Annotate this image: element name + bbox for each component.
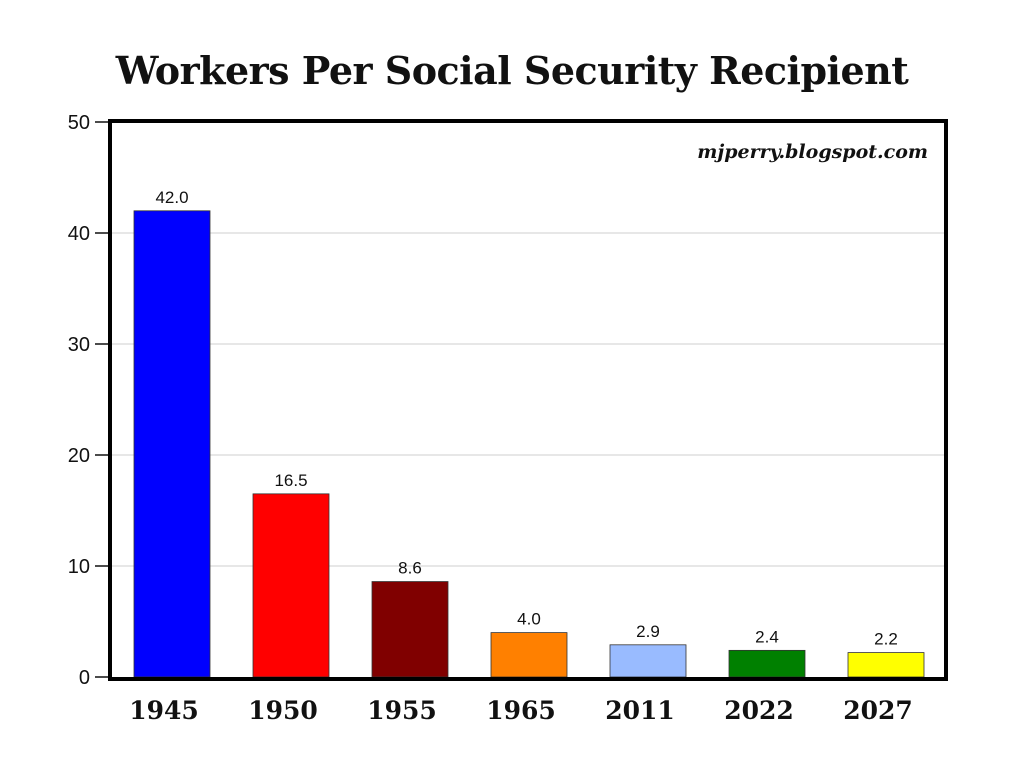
y-tick-label: 50 xyxy=(68,112,90,134)
chart-title: Workers Per Social Security Recipient xyxy=(115,48,909,93)
x-tick-label: 1945 xyxy=(129,696,199,725)
data-label: 16.5 xyxy=(274,471,307,490)
data-label: 42.0 xyxy=(155,188,188,207)
x-tick-label: 1955 xyxy=(367,696,437,725)
x-tick-label: 1965 xyxy=(486,696,556,725)
y-tick-label: 40 xyxy=(68,223,90,245)
x-tick-label: 1950 xyxy=(248,696,318,725)
data-label: 2.9 xyxy=(636,622,660,641)
y-tick-label: 0 xyxy=(79,667,90,689)
plot-frame xyxy=(108,119,948,681)
bar-1965 xyxy=(490,632,568,678)
bar-2027 xyxy=(847,652,925,678)
bar-1950 xyxy=(252,493,330,678)
data-label: 8.6 xyxy=(398,559,422,578)
y-tick-label: 20 xyxy=(68,445,90,467)
x-tick-label: 2027 xyxy=(843,696,913,725)
data-label: 2.2 xyxy=(874,630,898,649)
bar-2022 xyxy=(728,649,806,678)
bar-1945 xyxy=(133,210,211,678)
y-tick-label: 10 xyxy=(68,556,90,578)
x-tick-label: 2022 xyxy=(724,696,794,725)
y-tick-label: 30 xyxy=(68,334,90,356)
bar-1955 xyxy=(371,581,449,678)
data-label: 2.4 xyxy=(755,627,779,646)
data-label: 4.0 xyxy=(517,610,541,629)
x-tick-label: 2011 xyxy=(605,696,675,725)
watermark: mjperry.blogspot.com xyxy=(697,141,928,163)
bar-2011 xyxy=(609,644,687,678)
